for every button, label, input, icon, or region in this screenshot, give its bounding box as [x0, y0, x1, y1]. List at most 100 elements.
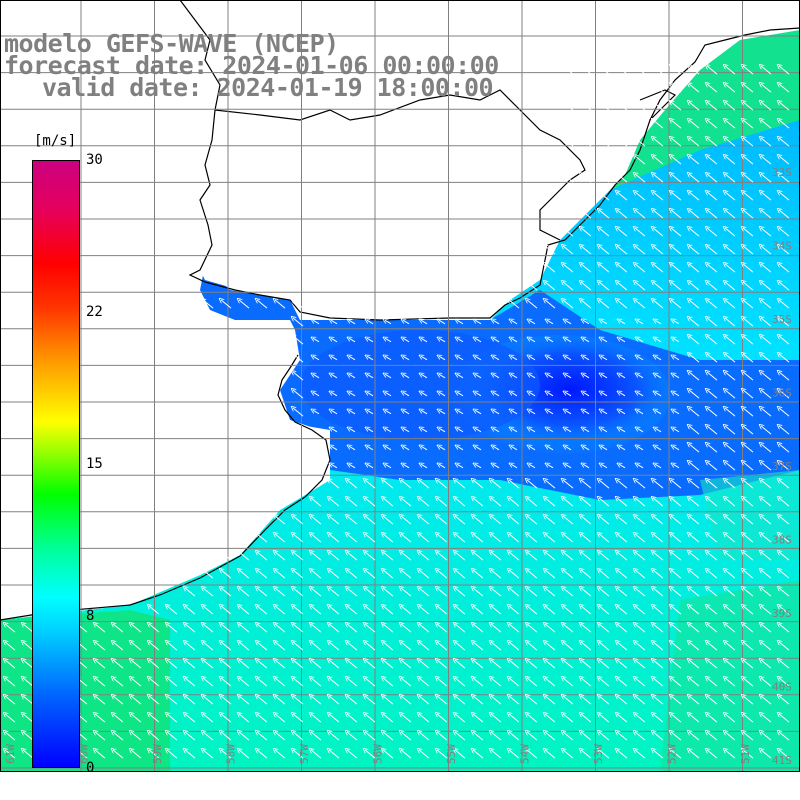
wind-arrow [385, 320, 392, 325]
wind-arrow [547, 446, 554, 451]
wind-arrow [599, 570, 610, 579]
wind-arrow [725, 714, 736, 723]
valid-date: valid date: 2024-01-19 18:00:00 [42, 73, 494, 102]
wind-arrow [635, 516, 646, 525]
wind-arrow [761, 516, 772, 525]
wind-arrow [599, 228, 610, 237]
wind-arrow [311, 750, 322, 759]
wind-arrow [131, 660, 142, 669]
wind-arrow [365, 696, 376, 705]
wind-arrow [565, 464, 572, 469]
wind-arrow [581, 750, 592, 759]
wind-arrow [529, 320, 536, 325]
sea-estuary-inner [300, 330, 540, 440]
wind-arrow [131, 750, 142, 759]
wind-arrow [491, 678, 502, 687]
wind-arrow [707, 120, 718, 129]
wind-arrow [529, 392, 536, 397]
wind-arrow [707, 624, 718, 633]
colorbar-tick-label: 22 [86, 304, 103, 320]
wind-arrow [637, 446, 644, 451]
wind-arrow [383, 498, 394, 507]
wind-arrow [473, 624, 484, 633]
wind-arrow [581, 678, 592, 687]
wind-arrow [743, 354, 754, 363]
wind-arrow [563, 84, 574, 93]
wind-arrow [779, 246, 790, 255]
wind-arrow [421, 428, 428, 433]
wind-arrow [707, 588, 718, 597]
wind-arrow [383, 480, 394, 489]
wind-arrow [689, 264, 700, 273]
latitude-label: 37S [772, 460, 792, 473]
wind-arrow [653, 192, 664, 201]
wind-arrow [457, 320, 464, 325]
wind-arrow [365, 642, 376, 651]
wind-arrow [23, 678, 34, 687]
wind-arrow [401, 624, 412, 633]
wind-arrow [653, 156, 664, 165]
wind-arrow [601, 320, 608, 325]
wind-arrow [617, 498, 628, 507]
wind-arrow [365, 516, 376, 525]
wind-arrow [779, 570, 790, 579]
wind-arrow [583, 428, 590, 433]
wind-arrow [743, 300, 754, 309]
wind-arrow [347, 624, 358, 633]
wind-arrow [257, 732, 268, 741]
colorbar [32, 160, 80, 768]
wind-arrow [257, 660, 268, 669]
wind-arrow [653, 246, 664, 255]
wind-arrow [671, 642, 682, 651]
wind-arrow [113, 714, 124, 723]
wind-arrow [689, 228, 700, 237]
wind-arrow [707, 480, 718, 489]
wind-arrow [581, 642, 592, 651]
wind-arrow [167, 678, 178, 687]
wind-arrow [475, 320, 482, 325]
wind-arrow [655, 356, 662, 361]
wind-arrow [437, 534, 448, 543]
wind-arrow [563, 498, 574, 507]
wind-arrow [581, 228, 592, 237]
wind-arrow [637, 464, 644, 469]
longitude-label: 57W [298, 744, 311, 764]
wind-arrow [527, 264, 538, 273]
wind-arrow [707, 660, 718, 669]
wind-arrow [493, 392, 500, 397]
wind-arrow [419, 732, 430, 741]
wind-arrow [761, 552, 772, 561]
wind-arrow [635, 282, 646, 291]
wind-arrow [635, 120, 646, 129]
wind-arrow [653, 138, 664, 147]
wind-arrow [545, 714, 556, 723]
latitude-label: 35S [772, 313, 792, 326]
wind-arrow [599, 102, 610, 111]
wind-arrow [437, 498, 448, 507]
wind-arrow [185, 750, 196, 759]
wind-arrow [563, 516, 574, 525]
wind-arrow [475, 338, 482, 343]
wind-arrow [257, 570, 268, 579]
wind-arrow [23, 732, 34, 741]
wind-arrow [725, 120, 736, 129]
wind-arrow [635, 606, 646, 615]
wind-arrow [761, 462, 772, 471]
wind-arrow [563, 678, 574, 687]
wind-arrow [527, 642, 538, 651]
wind-arrow [473, 696, 484, 705]
wind-arrow [349, 320, 356, 325]
wind-arrow [385, 446, 392, 451]
wind-arrow [455, 552, 466, 561]
wind-arrow [149, 660, 160, 669]
wind-arrow [529, 464, 536, 469]
wind-arrow [149, 678, 160, 687]
wind-arrow [617, 66, 628, 75]
wind-arrow [779, 390, 790, 399]
wind-arrow [367, 410, 374, 415]
wind-arrow [529, 410, 536, 415]
wind-arrow [455, 480, 466, 489]
wind-arrow [545, 750, 556, 759]
wind-arrow [509, 300, 520, 309]
wind-arrow [581, 732, 592, 741]
